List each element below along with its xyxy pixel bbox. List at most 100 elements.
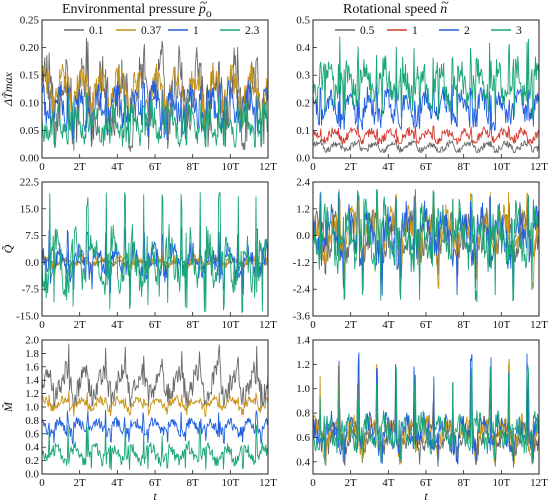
x-tick-label: 12T (530, 477, 548, 489)
x-tick-label: 0 (310, 477, 316, 489)
series-line-n-dT-3 (313, 36, 539, 120)
y-tick-label: 1.8 (25, 348, 39, 360)
x-tick-label: 10T (492, 161, 510, 173)
y-tick-label: 0.8 (25, 415, 39, 427)
y-tick-label: -2.4 (293, 284, 311, 296)
series-line-n-M-0 (313, 388, 539, 468)
tilde-mark: ~ (199, 0, 208, 11)
y-tick-label: 7.5 (25, 230, 39, 242)
x-tick-label: 10T (492, 477, 510, 489)
left-column-title-text: Environmental pressure (62, 2, 196, 17)
x-tick-label: 10T (221, 161, 239, 173)
x-tick-label: 2T (74, 477, 87, 489)
y-tick-label: 2.4 (296, 177, 310, 189)
x-tick-label: 8T (187, 319, 200, 331)
legend-label: 0.37 (141, 25, 161, 37)
chart-panel-n-Q: -3.6 -2.4 -1.2 0.0 1.2 2.4 0 2T 4T 6T 8T 10T 12T (293, 177, 549, 332)
y-tick-label: 1.0 (25, 402, 39, 414)
x-tick-label: 10T (221, 319, 239, 331)
series-line-p-M-3 (42, 424, 268, 471)
legend-label: 1 (412, 25, 418, 37)
y-tick-label: 0.00 (20, 153, 40, 165)
x-tick-label: 12T (530, 319, 548, 331)
left-symbol-letter: p (198, 2, 206, 17)
y-tick-label: 1.6 (25, 361, 39, 373)
legend-n-dT: 0.5 1 2 3 (335, 25, 522, 37)
y-tick-label: 0.4 (25, 442, 39, 454)
y-tick-label: 0.05 (20, 125, 40, 137)
chart-panel-n-M: 0.4 0.6 0.8 1.0 1.2 1.4 0 2T 4T 6T 8T 10T 12T t (296, 335, 548, 504)
series-line-n-M-3 (313, 364, 539, 465)
series-line-n-dT-0 (313, 138, 539, 154)
y-tick-label: 0.2 (296, 97, 310, 109)
left-column-symbol: ~ p (198, 0, 208, 17)
y-tick-label: 0.15 (20, 70, 40, 82)
y-tick-label: 0.6 (296, 432, 310, 444)
y-tick-label: 0.20 (20, 42, 40, 54)
chart-panel-p-M: 0.0 0.20.4 0.60.81.0 1.21.4 1.61.82.0 0 2T 4T 6T… (1, 335, 277, 504)
series-line-n-Q-3 (313, 188, 539, 303)
x-tick-label: 8T (458, 161, 471, 173)
y-tick-label: 0.0 (25, 469, 39, 481)
y-tick-label: -15.0 (16, 311, 39, 323)
x-tick-label: 6T (420, 477, 433, 489)
series-line-p-M-0 (42, 343, 268, 410)
right-column-symbol: ~ n (440, 0, 449, 17)
x-tick-label: 0 (39, 319, 45, 331)
right-symbol-letter: n (440, 2, 448, 17)
x-tick-label: 4T (382, 477, 395, 489)
legend-label: 1 (193, 25, 199, 37)
y-tick-label: 1.0 (296, 383, 310, 395)
series-line-n-Q-1 (313, 191, 539, 290)
legend-label: 0.1 (89, 25, 104, 37)
legend-label: 3 (516, 25, 522, 37)
chart-panel-p-dT: 0.00 0.05 0.10 0.15 0.20 0.25 0 2T 4T 6T 8T 10T 12T Δ… (1, 15, 277, 174)
x-tick-label: 0 (310, 161, 316, 173)
y-tick-label: 0.0 (25, 257, 39, 269)
plot-frame (312, 339, 540, 475)
x-tick-label: 4T (111, 161, 124, 173)
series-line-p-M-1 (42, 390, 268, 418)
x-tick-label: 8T (458, 477, 471, 489)
y-tick-label: 1.4 (25, 375, 39, 387)
chart-panel-n-dT: 0.0 0.1 0.2 0.3 0.4 0.5 0 2T 4T 6T 8T 10T 12T 0.5 1 2 3 (296, 15, 548, 174)
x-tick-label: 0 (39, 161, 45, 173)
x-tick-label: 8T (187, 161, 200, 173)
x-tick-label: 6T (149, 319, 162, 331)
y-tick-label: -3.6 (293, 311, 311, 323)
y-tick-label: 1.2 (296, 359, 310, 371)
legend-label: 2 (464, 25, 470, 37)
legend-label: 2.3 (245, 25, 260, 37)
y-axis-label: M̃ (1, 401, 15, 413)
y-tick-label: 0.25 (20, 15, 40, 27)
x-tick-label: 6T (420, 319, 433, 331)
right-column-title-text: Rotational speed (343, 2, 437, 17)
y-tick-label: 0.3 (296, 70, 310, 82)
series-line-n-dT-1 (313, 124, 539, 146)
x-tick-label: 2T (74, 319, 87, 331)
y-tick-label: 0.0 (296, 153, 310, 165)
x-tick-label: 6T (420, 161, 433, 173)
legend-p-dT: 0.1 0.37 1 2.3 (64, 25, 260, 37)
y-tick-label: 0.4 (296, 456, 310, 468)
chart-panel-p-Q: -15.0 -7.5 0.0 7.5 15.0 22.5 0 2T 4T 6T 8T 10T 12T Q̃ (1, 177, 277, 332)
y-tick-label: 0.4 (296, 42, 310, 54)
x-tick-label: 0 (39, 477, 45, 489)
plot-frame (41, 181, 269, 317)
x-tick-label: 12T (259, 161, 277, 173)
y-tick-label: -1.2 (293, 257, 310, 269)
tilde-mark: ~ (441, 0, 449, 11)
x-tick-label: 2T (345, 319, 358, 331)
x-tick-label: 8T (458, 319, 471, 331)
series-line-n-dT-2 (313, 83, 539, 131)
x-tick-label: 2T (74, 161, 87, 173)
x-tick-label: 4T (111, 319, 124, 331)
x-tick-label: 4T (382, 161, 395, 173)
y-axis-label: Q̃ (1, 244, 15, 253)
x-axis-label: t (424, 489, 428, 503)
y-tick-label: 0.8 (296, 408, 310, 420)
x-tick-label: 6T (149, 477, 162, 489)
series-line-p-Q-3 (42, 192, 268, 314)
x-axis-label: t (153, 489, 157, 503)
